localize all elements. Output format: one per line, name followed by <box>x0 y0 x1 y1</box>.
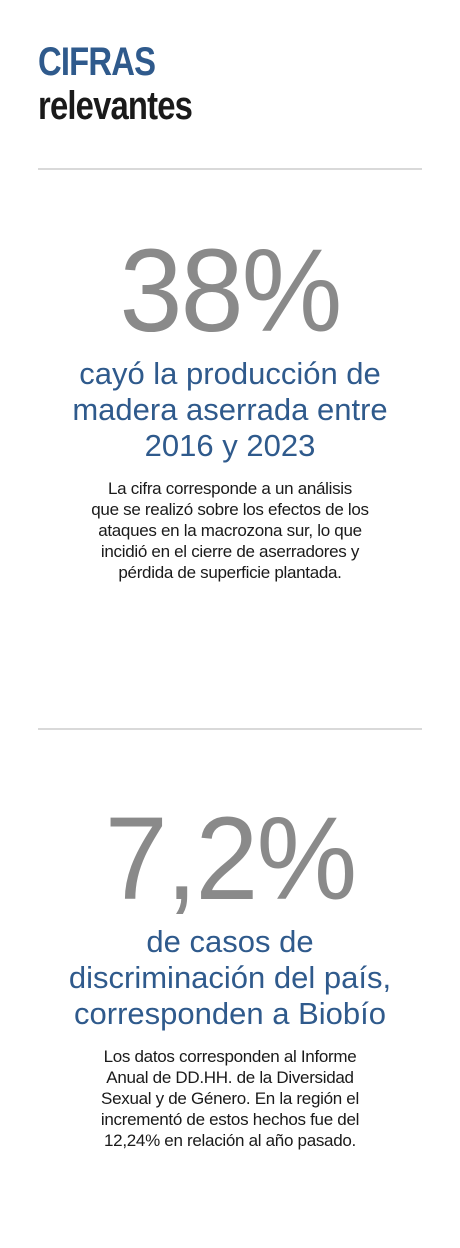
stat-headline: cayó la producción de madera aserrada en… <box>20 356 440 464</box>
stat-description-line: La cifra corresponde a un análisis <box>107 479 352 498</box>
stat-description-line: incrementó de estos hechos fue del <box>100 1110 360 1129</box>
divider-top <box>38 168 422 170</box>
stat-block-1: 38% cayó la producción de madera aserrad… <box>20 232 440 583</box>
stat-headline-line: de casos de <box>146 924 314 959</box>
stat-value: 38% <box>119 225 343 357</box>
header-subtitle: relevantes <box>38 84 193 128</box>
stat-description-line: 12,24% en relación al año pasado. <box>104 1131 356 1150</box>
divider-middle <box>38 728 422 730</box>
stat-description-line: incidió en el cierre de aserradores y <box>100 542 360 561</box>
header-title: CIFRAS <box>38 40 156 84</box>
stat-value: 7,2% <box>104 793 357 925</box>
stat-description-line: ataques en la macrozona sur, lo que <box>98 521 362 540</box>
stat-description-line: Anual de DD.HH. de la Diversidad <box>106 1068 354 1087</box>
stat-description: Los datos corresponden al Informe Anual … <box>30 1046 430 1151</box>
stat-block-2: 7,2% de casos de discriminación del país… <box>20 800 440 1151</box>
stat-headline-line: madera aserrada entre <box>72 392 388 427</box>
stat-headline-line: 2016 y 2023 <box>144 428 316 463</box>
stat-headline-line: discriminación del país, <box>68 960 392 995</box>
stat-headline-line: cayó la producción de <box>79 356 381 391</box>
stat-description-line: Los datos corresponden al Informe <box>103 1047 357 1066</box>
section-header: CIFRAS relevantes <box>38 40 418 128</box>
stat-headline: de casos de discriminación del país, cor… <box>20 924 440 1032</box>
stat-description-line: que se realizó sobre los efectos de los <box>91 500 369 519</box>
stat-description-line: pérdida de superficie plantada. <box>118 563 342 582</box>
stat-description: La cifra corresponde a un análisis que s… <box>30 478 430 583</box>
stat-description-line: Sexual y de Género. En la región el <box>101 1089 359 1108</box>
stat-headline-line: corresponden a Biobío <box>74 996 386 1031</box>
